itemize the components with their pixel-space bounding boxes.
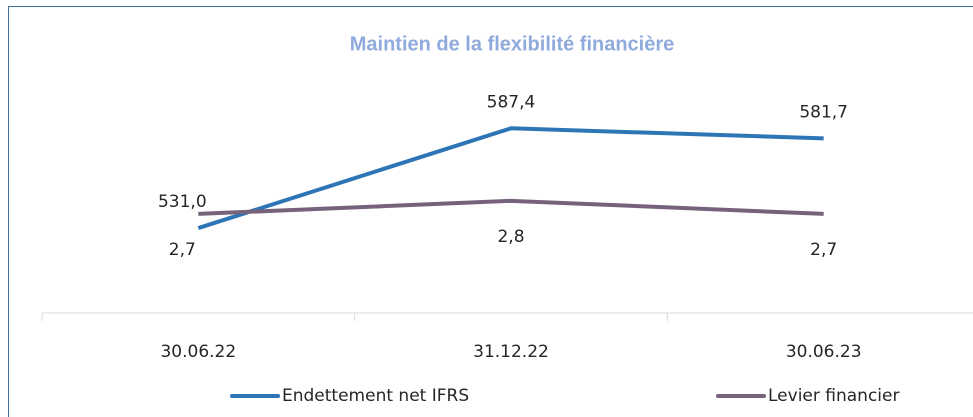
legend-label: Levier financier [768, 386, 899, 406]
data-label: 2,8 [497, 227, 524, 247]
legend-label: Endettement net IFRS [282, 386, 469, 406]
x-tick-label: 30.06.22 [160, 342, 236, 362]
data-label: 2,7 [810, 240, 837, 260]
data-label: 2,7 [169, 240, 196, 260]
x-tick-label: 30.06.23 [786, 342, 862, 362]
data-label: 531,0 [158, 192, 207, 212]
chart-title: Maintien de la flexibilité financière [350, 33, 675, 55]
data-label: 587,4 [487, 92, 536, 112]
x-tick-label: 31.12.22 [473, 342, 549, 362]
data-label: 581,7 [799, 102, 848, 122]
series-line [197, 126, 824, 230]
series-line [198, 198, 824, 216]
